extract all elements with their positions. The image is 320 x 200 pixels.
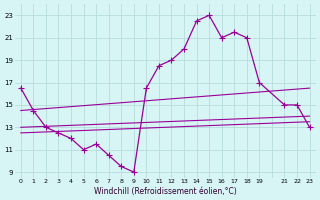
X-axis label: Windchill (Refroidissement éolien,°C): Windchill (Refroidissement éolien,°C) bbox=[94, 187, 236, 196]
